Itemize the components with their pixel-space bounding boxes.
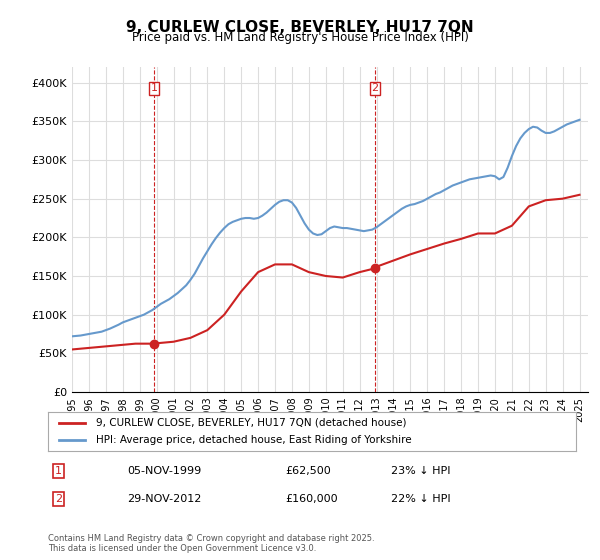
Text: 2: 2 — [371, 83, 379, 94]
Text: 22% ↓ HPI: 22% ↓ HPI — [391, 494, 451, 504]
Text: 1: 1 — [151, 83, 158, 94]
Text: 29-NOV-2012: 29-NOV-2012 — [127, 494, 202, 504]
Text: 9, CURLEW CLOSE, BEVERLEY, HU17 7QN (detached house): 9, CURLEW CLOSE, BEVERLEY, HU17 7QN (det… — [95, 418, 406, 428]
Text: 05-NOV-1999: 05-NOV-1999 — [127, 466, 202, 476]
Text: £160,000: £160,000 — [286, 494, 338, 504]
Text: 1: 1 — [55, 466, 62, 476]
Text: Price paid vs. HM Land Registry's House Price Index (HPI): Price paid vs. HM Land Registry's House … — [131, 31, 469, 44]
Text: 9, CURLEW CLOSE, BEVERLEY, HU17 7QN: 9, CURLEW CLOSE, BEVERLEY, HU17 7QN — [126, 20, 474, 35]
Text: HPI: Average price, detached house, East Riding of Yorkshire: HPI: Average price, detached house, East… — [95, 435, 411, 445]
Text: £62,500: £62,500 — [286, 466, 331, 476]
Text: 23% ↓ HPI: 23% ↓ HPI — [391, 466, 451, 476]
Text: Contains HM Land Registry data © Crown copyright and database right 2025.
This d: Contains HM Land Registry data © Crown c… — [48, 534, 374, 553]
Text: 2: 2 — [55, 494, 62, 504]
